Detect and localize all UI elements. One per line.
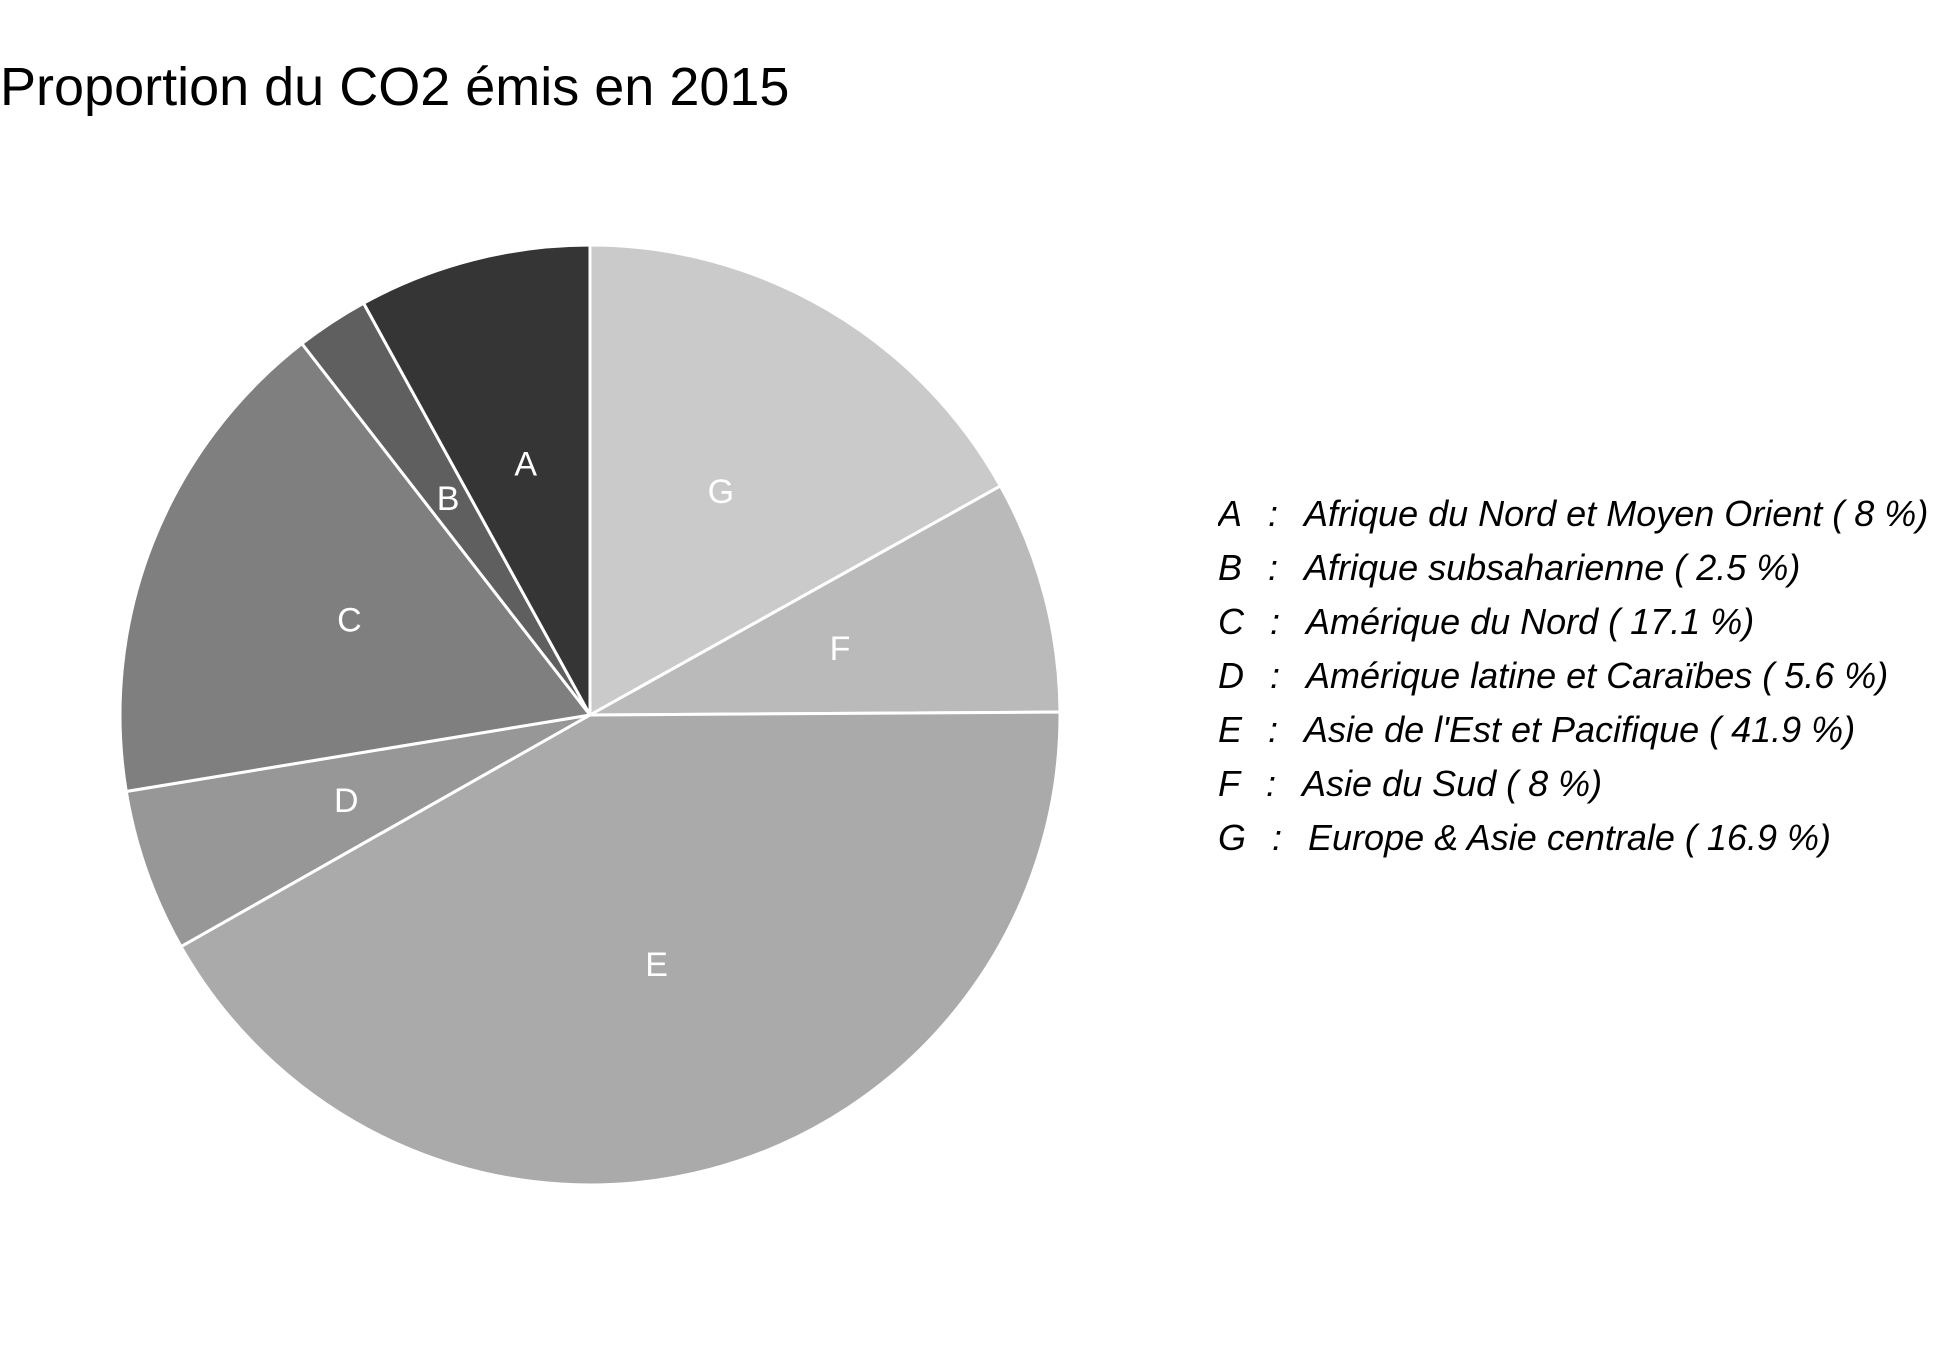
legend-key-g: G [1218, 817, 1247, 858]
legend-key-d: D [1218, 655, 1244, 696]
pie-slice-label-c: C [337, 602, 362, 640]
pie-slice-a [362, 243, 592, 717]
pie-slice-labels: G F E D C B A [334, 446, 850, 984]
legend-text-g: Europe & Asie centrale ( 16.9 %) [1308, 817, 1831, 858]
legend-key-a: A [1218, 493, 1243, 534]
legend-text-a: Afrique du Nord et Moyen Orient ( 8 %) [1304, 493, 1929, 534]
chart-title: Proportion du CO2 émis en 2015 [0, 57, 790, 117]
legend-sep-b: : [1268, 547, 1279, 588]
legend-key-b: B [1218, 547, 1243, 588]
legend-sep-e: : [1268, 709, 1279, 750]
legend-key-f: F [1218, 763, 1240, 804]
legend-sep-d: : [1270, 655, 1281, 696]
pie-slice-label-f: F [830, 630, 851, 668]
legend-text-e: Asie de l'Est et Pacifique ( 41.9 %) [1304, 709, 1856, 750]
pie-slice-label-d: D [334, 782, 359, 820]
legend-entry-a: A: Afrique du Nord et Moyen Orient ( 8 %) [1218, 490, 1950, 544]
legend-entry-d: D: Amérique latine et Caraïbes ( 5.6 %) [1218, 652, 1950, 706]
legend: A: Afrique du Nord et Moyen Orient ( 8 %)… [1218, 490, 1950, 868]
pie-slice-f [588, 484, 1062, 717]
legend-sep-c: : [1270, 601, 1281, 642]
pie-slice-label-g: G [708, 473, 734, 511]
legend-sep-f: : [1266, 763, 1277, 804]
legend-text-c: Amérique du Nord ( 17.1 %) [1306, 601, 1755, 642]
legend-entry-e: E: Asie de l'Est et Pacifique ( 41.9 %) [1218, 706, 1950, 760]
legend-text-d: Amérique latine et Caraïbes ( 5.6 %) [1306, 655, 1889, 696]
pie-slices [118, 243, 1062, 1187]
legend-sep-a: : [1268, 493, 1279, 534]
legend-text-f: Asie du Sud ( 8 %) [1302, 763, 1603, 804]
pie-slice-e [179, 710, 1062, 1187]
legend-entry-f: F: Asie du Sud ( 8 %) [1218, 760, 1950, 814]
legend-key-c: C [1218, 601, 1244, 642]
legend-key-e: E [1218, 709, 1243, 750]
legend-text-b: Afrique subsaharienne ( 2.5 %) [1304, 547, 1801, 588]
legend-entry-g: G: Europe & Asie centrale ( 16.9 %) [1218, 814, 1950, 868]
pie-slice-c [118, 342, 592, 793]
legend-entry-b: B: Afrique subsaharienne ( 2.5 %) [1218, 544, 1950, 598]
pie-slice-label-a: A [514, 446, 537, 484]
legend-entry-c: C: Amérique du Nord ( 17.1 %) [1218, 598, 1950, 652]
pie-slice-label-b: B [437, 480, 460, 518]
legend-sep-g: : [1272, 817, 1283, 858]
pie-slice-g [588, 243, 1002, 717]
pie-slice-label-e: E [645, 946, 668, 984]
